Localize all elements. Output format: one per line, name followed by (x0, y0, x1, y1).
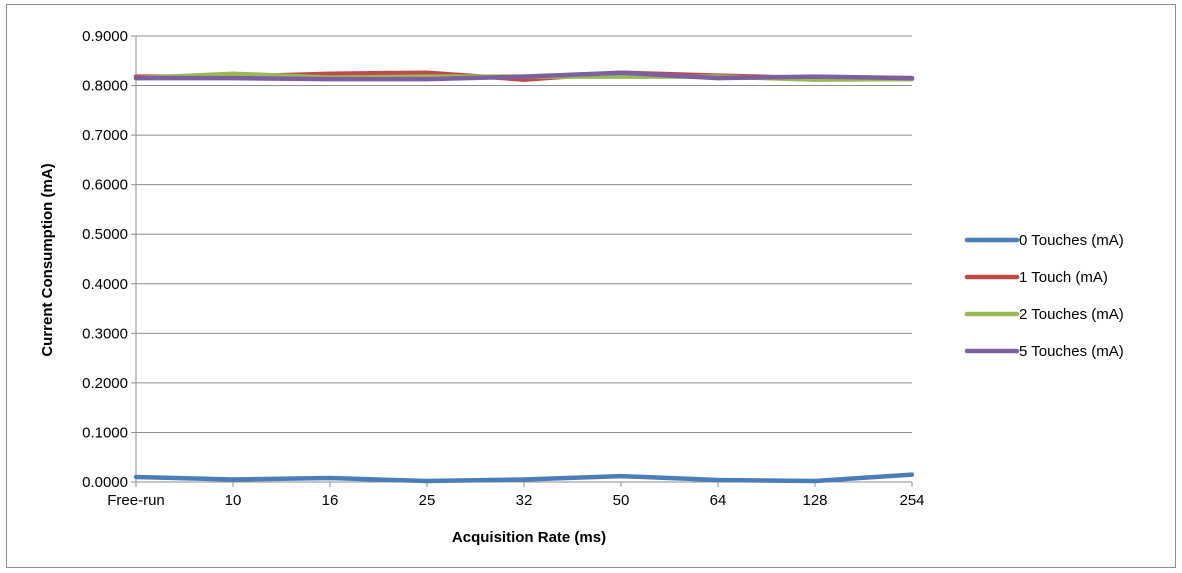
y-tick-label: 0.2000 (82, 375, 128, 392)
series-lines (133, 70, 915, 484)
gridlines (136, 35, 912, 433)
x-tick-label: 64 (710, 492, 727, 509)
x-tick-label: 254 (899, 492, 924, 509)
x-tick-label: Free-run (107, 492, 165, 509)
y-tick-label: 0.5000 (82, 226, 128, 243)
legend-item: 2 Touches (mA) (964, 306, 1124, 323)
legend-label: 2 Touches (mA) (1019, 306, 1124, 323)
y-tick-label: 0.9000 (82, 28, 128, 45)
x-tick-label: 10 (225, 492, 242, 509)
x-tick-label: 128 (802, 492, 827, 509)
tick-labels: 0.0000 0.1000 0.2000 0.3000 0.4000 0.5000 0.60… (82, 28, 924, 509)
legend-label: 1 Touch (mA) (1019, 269, 1108, 286)
legend-item: 1 Touch (mA) (964, 269, 1108, 286)
series-line-0 (133, 472, 915, 484)
y-tick-label: 0.4000 (82, 276, 128, 293)
legend-label: 0 Touches (mA) (1019, 232, 1124, 249)
y-axis-title: Current Consumption (mA) (39, 163, 56, 356)
y-tick-label: 0.3000 (82, 325, 128, 342)
y-tick-label: 0.0000 (82, 474, 128, 491)
x-tick-label: 32 (516, 492, 533, 509)
legend-item: 5 Touches (mA) (964, 343, 1124, 360)
x-tick-label: 25 (419, 492, 436, 509)
y-tick-label: 0.7000 (82, 127, 128, 144)
legend-label: 5 Touches (mA) (1019, 343, 1124, 360)
y-tick-label: 0.6000 (82, 177, 128, 194)
series-line-3 (133, 70, 915, 82)
axes (131, 35, 913, 487)
legend-item: 0 Touches (mA) (964, 232, 1124, 249)
x-tick-label: 50 (613, 492, 630, 509)
legend: 0 Touches (mA) 1 Touch (mA) 2 Touches (mA)… (964, 232, 1124, 360)
chart-frame (6, 4, 1176, 568)
x-axis-title: Acquisition Rate (ms) (452, 529, 606, 546)
y-tick-label: 0.8000 (82, 78, 128, 95)
y-tick-label: 0.1000 (82, 424, 128, 441)
x-tick-label: 16 (322, 492, 339, 509)
